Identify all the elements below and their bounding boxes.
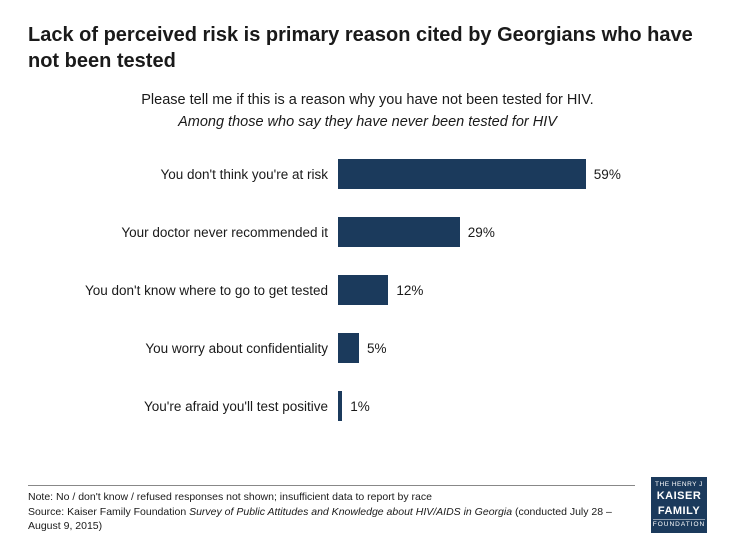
logo-line2b: FAMILY	[658, 505, 700, 518]
chart-title: Lack of perceived risk is primary reason…	[28, 22, 707, 74]
bar-label: You worry about confidentiality	[38, 341, 338, 356]
source-italic: Survey of Public Attitudes and Knowledge…	[189, 506, 512, 518]
bar	[338, 275, 388, 305]
bar-value: 1%	[342, 399, 370, 414]
source-prefix: Source: Kaiser Family Foundation	[28, 506, 189, 518]
logo-line2a: KAISER	[657, 490, 702, 503]
bar	[338, 217, 460, 247]
bar-label: You don't think you're at risk	[38, 167, 338, 182]
bar-label: Your doctor never recommended it	[38, 225, 338, 240]
bar-wrap: 59%	[338, 158, 677, 190]
bar-value: 5%	[359, 341, 387, 356]
logo-line3: FOUNDATION	[653, 519, 706, 528]
bar-wrap: 12%	[338, 274, 677, 306]
bar-value: 29%	[460, 225, 495, 240]
bar-wrap: 1%	[338, 390, 677, 422]
bar-label: You don't know where to go to get tested	[38, 283, 338, 298]
bar-value: 12%	[388, 283, 423, 298]
kaiser-logo: THE HENRY J KAISER FAMILY FOUNDATION	[651, 477, 707, 533]
footer: Note: No / don't know / refused response…	[28, 485, 635, 533]
chart-subsubtitle: Among those who say they have never been…	[28, 114, 707, 130]
chart-subtitle: Please tell me if this is a reason why y…	[28, 92, 707, 108]
logo-line1: THE HENRY J	[655, 481, 703, 488]
footer-source: Source: Kaiser Family Foundation Survey …	[28, 505, 635, 533]
bar-row: You worry about confidentiality 5%	[38, 332, 677, 364]
bar-row: You're afraid you'll test positive 1%	[38, 390, 677, 422]
footer-divider	[28, 485, 635, 486]
bar-label: You're afraid you'll test positive	[38, 399, 338, 414]
bar-wrap: 5%	[338, 332, 677, 364]
footer-note: Note: No / don't know / refused response…	[28, 490, 635, 504]
bar	[338, 159, 586, 189]
bar-row: You don't think you're at risk 59%	[38, 158, 677, 190]
bar	[338, 333, 359, 363]
bar-row: Your doctor never recommended it 29%	[38, 216, 677, 248]
bar-row: You don't know where to go to get tested…	[38, 274, 677, 306]
bar-chart: You don't think you're at risk 59% Your do…	[28, 158, 707, 422]
bar-wrap: 29%	[338, 216, 677, 248]
bar-value: 59%	[586, 167, 621, 182]
